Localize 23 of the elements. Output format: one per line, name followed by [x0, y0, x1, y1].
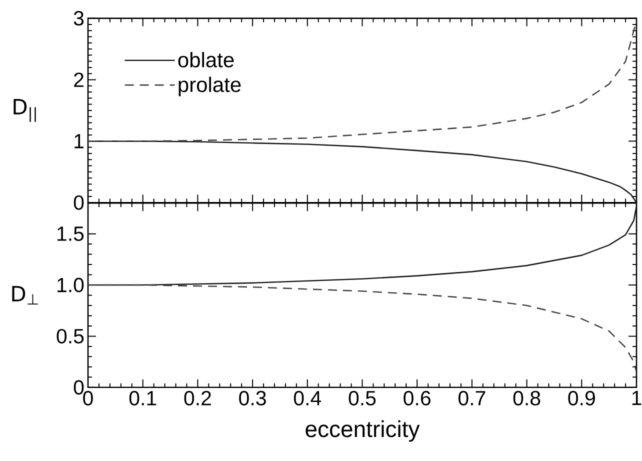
y-tick-label: 2: [74, 72, 84, 87]
y-axis-title: D$_{⊥}$: [12, 286, 38, 304]
legend-label: prolate: [178, 76, 241, 96]
legend-label: oblate: [178, 52, 234, 68]
x-tick-label: 0.5: [348, 390, 376, 406]
x-tick-label: 0.6: [404, 390, 430, 406]
y-tick-label: 0: [74, 380, 84, 395]
x-tick-label: 0.9: [568, 390, 595, 406]
x-axis-title: eccentricity: [306, 420, 420, 442]
y-tick-label: 0: [74, 195, 84, 210]
x-tick-label: 0.7: [458, 390, 486, 406]
x-tick-label: 0.3: [239, 390, 266, 406]
y-tick-label: 1.0: [58, 278, 84, 292]
x-tick-label: 0.8: [513, 390, 540, 406]
y-tick-label: 1.5: [58, 226, 84, 241]
x-tick-label: 0.2: [184, 390, 211, 406]
x-tick-label: 1: [632, 390, 642, 406]
x-tick-label: 0.1: [129, 390, 156, 406]
x-tick-label: 0.4: [294, 390, 322, 406]
y-tick-label: 1: [74, 134, 84, 148]
y-tick-label: 0.5: [56, 328, 84, 344]
y-tick-label: 3: [74, 11, 84, 26]
y-axis-title: D$_{||}$: [14, 99, 36, 122]
